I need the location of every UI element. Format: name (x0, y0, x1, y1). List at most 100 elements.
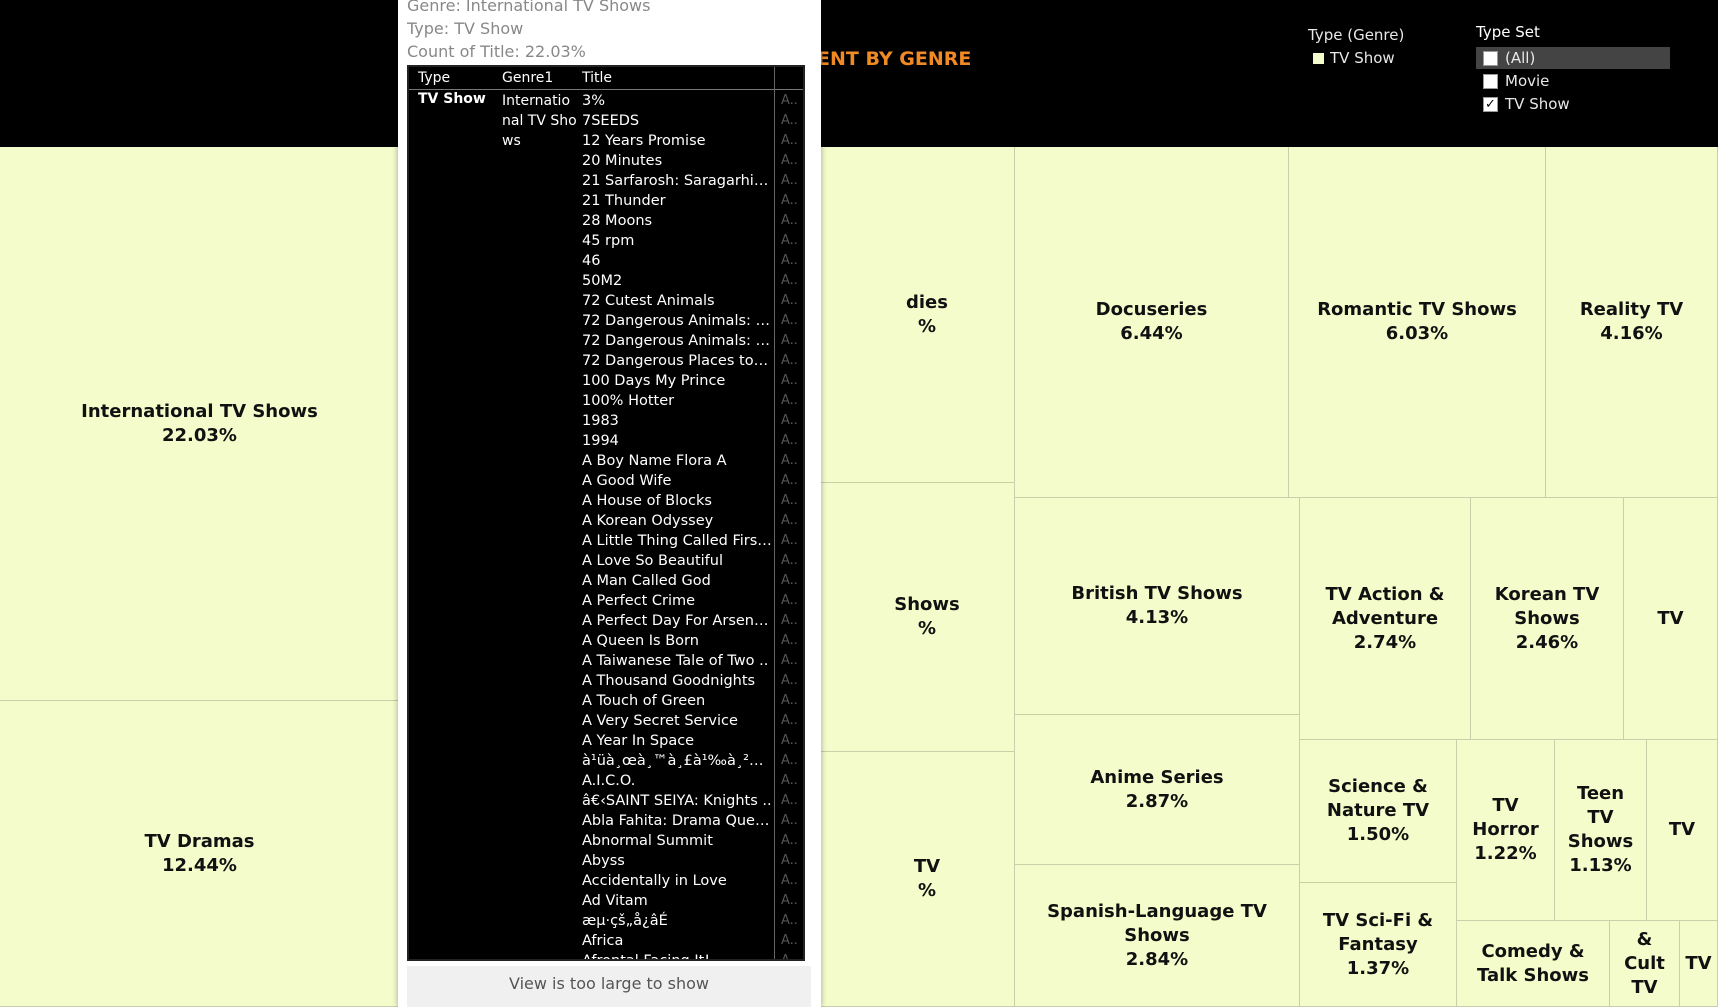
tile-tv-sci-fi-fantasy[interactable]: TV Sci-Fi & Fantasy 1.37% (1300, 883, 1457, 1007)
column-header-genre1: Genre1 (502, 70, 554, 86)
checkbox-icon[interactable] (1483, 50, 1498, 66)
title-cell: à¹üà¸œà¸™à¸£à¹‰à¸²à¸.. (582, 753, 772, 769)
extra-cell: A.. (781, 693, 798, 708)
tile-teen-tv-shows[interactable]: Teen TV Shows 1.13% (1555, 740, 1647, 921)
tile-label: Romantic TV Shows (1317, 299, 1517, 320)
extra-cell: A.. (781, 733, 798, 748)
tile-percent: 2.84% (1125, 948, 1189, 970)
genre-treemap: International TV Shows 22.03% TV Dramas … (0, 147, 1718, 1007)
type-set-option-tv-show[interactable]: ✓ TV Show (1483, 95, 1570, 113)
extra-cell: A.. (781, 533, 798, 548)
tile-british-tv-shows[interactable]: British TV Shows 4.13% (1015, 498, 1300, 715)
extra-cell: A.. (781, 293, 798, 308)
view-too-large-notice: View is too large to show (407, 966, 811, 1007)
tile-percent: 12.44% (162, 854, 237, 876)
title-cell: Accidentally in Love (582, 873, 727, 889)
tile-comedy-talk-shows[interactable]: Comedy & Talk Shows (1457, 921, 1610, 1007)
extra-cell: A.. (781, 393, 798, 408)
tile-tv-horror[interactable]: TV Horror 1.22% (1457, 740, 1555, 921)
title-cell: 7SEEDS (582, 113, 640, 129)
tile-tv-other-2[interactable]: TV (1647, 740, 1718, 921)
extra-cell: A.. (781, 773, 798, 788)
title-cell: A Queen Is Born (582, 633, 699, 649)
tile-spanish-language-tv-shows[interactable]: Spanish-Language TV Shows 2.84% (1015, 865, 1300, 1007)
dashboard-title: ENT BY GENRE (817, 48, 972, 70)
checkmark-icon[interactable]: ✓ (1483, 96, 1498, 112)
extra-cell: A.. (781, 353, 798, 368)
extra-cell: A.. (781, 233, 798, 248)
tile-label: Comedy & Talk Shows (1477, 940, 1589, 986)
checkbox-icon[interactable] (1483, 73, 1498, 89)
legend-item-tv-show[interactable]: TV Show (1313, 49, 1395, 67)
tile-international-tv-shows[interactable]: International TV Shows 22.03% (0, 147, 400, 701)
title-cell: 72 Cutest Animals (582, 293, 715, 309)
tile-percent: 22.03% (162, 424, 237, 446)
title-cell: Africa (582, 933, 624, 949)
extra-cell: A.. (781, 93, 798, 108)
extra-cell: A.. (781, 173, 798, 188)
tile-percent: 4.13% (1125, 607, 1189, 628)
title-cell: A Very Secret Service (582, 713, 738, 729)
title-cell: 28 Moons (582, 213, 653, 229)
tile-label: Teen TV Shows (1567, 783, 1634, 852)
tile-label: TV (1685, 952, 1712, 974)
title-cell: A Taiwanese Tale of Two .. (582, 653, 769, 669)
title-cell: æµ·çš„å¿âÉ (582, 913, 668, 929)
tile-science-nature-tv[interactable]: Science & Nature TV 1.50% (1300, 740, 1457, 883)
title-cell: A Boy Name Flora A (582, 453, 727, 469)
type-set-option-movie[interactable]: Movie (1483, 72, 1549, 90)
cell-genre1: Internatio nal TV Sho ws (502, 91, 577, 151)
type-set-option-all[interactable]: (All) (1476, 47, 1670, 69)
extra-cell: A.. (781, 333, 798, 348)
tile-romantic-tv-shows[interactable]: Romantic TV Shows 6.03% (1289, 147, 1546, 498)
extra-cell: A.. (781, 413, 798, 428)
tile-percent: 2.74% (1353, 631, 1417, 653)
tile-label: Anime Series (1090, 766, 1224, 788)
option-label: TV Show (1505, 95, 1570, 113)
extra-cell: A.. (781, 513, 798, 528)
tooltip-genre-line: Genre: International TV Shows (407, 0, 651, 15)
title-cell: Ad Vitam (582, 893, 648, 909)
title-cell: A Perfect Day For Arsenide (582, 613, 772, 629)
title-cell: 1994 (582, 433, 619, 449)
cell-type: TV Show (418, 91, 486, 107)
tile-cult-tv[interactable]: & Cult TV (1610, 921, 1680, 1007)
tile-docuseries[interactable]: Docuseries 6.44% (1015, 147, 1289, 498)
tile-percent: 1.13% (1569, 855, 1632, 876)
extra-cell: A.. (781, 493, 798, 508)
tile-reality-tv[interactable]: Reality TV 4.16% (1546, 147, 1718, 498)
tile-label: Shows (894, 594, 960, 615)
tile-percent: % (917, 315, 937, 337)
tooltip-count-line: Count of Title: 22.03% (407, 42, 586, 61)
extra-cell: A.. (781, 833, 798, 848)
tile-label: TV (1657, 607, 1684, 629)
tile-anime-series[interactable]: Anime Series 2.87% (1015, 715, 1300, 865)
tile-tv-action-adventure[interactable]: TV Action & Adventure 2.74% (1300, 498, 1471, 740)
title-cell: 100% Hotter (582, 393, 675, 409)
column-header-type: Type (418, 70, 451, 86)
tile-percent: 2.87% (1125, 790, 1189, 812)
tile-label: TV (1668, 819, 1696, 840)
title-cell: A Thousand Goodnights (582, 673, 756, 689)
tile-tv-dramas[interactable]: TV Dramas 12.44% (0, 701, 400, 1007)
genre-line: nal TV Sho (502, 113, 577, 129)
title-cell: 20 Minutes (582, 153, 663, 169)
extra-cell: A.. (781, 273, 798, 288)
title-cell: 3% (582, 93, 606, 109)
extra-cell: A.. (781, 113, 798, 128)
tooltip-data-table[interactable]: Type Genre1 Title TV Show Internatio nal… (407, 65, 805, 961)
title-cell: A Perfect Crime (582, 593, 696, 609)
extra-cell: A.. (781, 313, 798, 328)
tile-label: & Cult TV (1624, 928, 1665, 998)
tile-label: British TV Shows (1071, 583, 1243, 604)
tile-percent: 4.16% (1600, 323, 1663, 344)
title-cell: 50M2 (582, 273, 623, 289)
extra-cell: A.. (781, 753, 798, 768)
extra-cell: A.. (781, 453, 798, 468)
tile-korean-tv-shows[interactable]: Korean TV Shows 2.46% (1471, 498, 1624, 740)
tile-tv-other-1[interactable]: TV (1624, 498, 1718, 740)
extra-cell: A.. (781, 653, 798, 668)
extra-cell: A.. (781, 373, 798, 388)
column-header-title: Title (582, 70, 613, 86)
tile-tv-other-3[interactable]: TV (1680, 921, 1718, 1007)
